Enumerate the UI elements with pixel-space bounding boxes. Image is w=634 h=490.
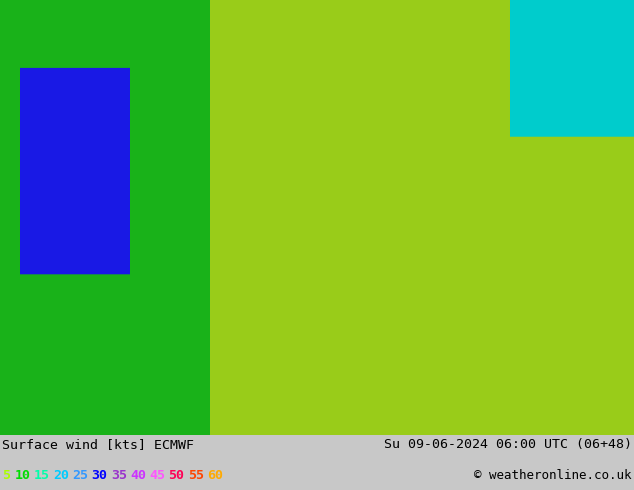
Text: 5: 5 [2,469,10,482]
Text: 45: 45 [149,469,165,482]
Text: 10: 10 [15,469,31,482]
Text: 40: 40 [130,469,146,482]
Text: 35: 35 [111,469,127,482]
Text: 30: 30 [91,469,108,482]
Text: 20: 20 [53,469,69,482]
Text: 25: 25 [72,469,88,482]
Text: Su 09-06-2024 06:00 UTC (06+48): Su 09-06-2024 06:00 UTC (06+48) [384,438,632,451]
Text: Surface wind [kts] ECMWF: Surface wind [kts] ECMWF [2,438,194,451]
Text: 60: 60 [207,469,223,482]
Text: © weatheronline.co.uk: © weatheronline.co.uk [474,469,632,482]
Text: 50: 50 [169,469,184,482]
Text: 15: 15 [34,469,50,482]
Text: 55: 55 [188,469,204,482]
